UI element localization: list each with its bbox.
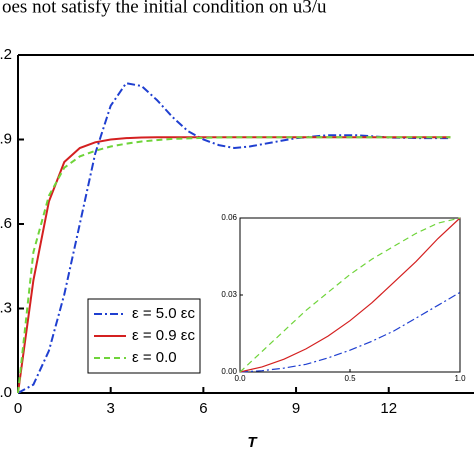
y-tick-label: 0.06: [221, 213, 237, 222]
y-tick-label: 0.00: [221, 367, 237, 376]
x-axis-label: T: [247, 434, 258, 451]
y-tick-label: 0.6: [0, 215, 12, 232]
x-tick-label: 0: [14, 400, 22, 417]
series-line: [17, 136, 451, 394]
x-tick-label: 0.0: [234, 374, 246, 383]
inset-frame: [239, 217, 461, 373]
y-tick-label: 0.9: [0, 130, 12, 147]
legend-label: ε = 5.0 εc: [132, 305, 195, 322]
y-tick-label: 0.3: [0, 299, 12, 316]
y-tick-label: 0.03: [221, 290, 237, 299]
y-tick-label: 1.2: [0, 46, 12, 63]
x-tick-label: 1.0: [454, 374, 466, 383]
series-line: [239, 217, 461, 373]
x-tick-label: 12: [380, 400, 397, 417]
legend-label: ε = 0.9 εc: [132, 327, 195, 344]
series-line: [239, 217, 461, 373]
x-tick-label: 9: [292, 400, 300, 417]
legend-label: ε = 0.0: [132, 349, 177, 366]
x-tick-label: 0.5: [344, 374, 356, 383]
caption: oes not satisfy the initial condition on…: [2, 0, 327, 17]
series-line: [17, 82, 451, 394]
x-tick-label: 6: [199, 400, 207, 417]
series-line: [239, 291, 461, 373]
y-tick-label: 0.0: [0, 384, 12, 401]
x-tick-label: 3: [107, 400, 115, 417]
